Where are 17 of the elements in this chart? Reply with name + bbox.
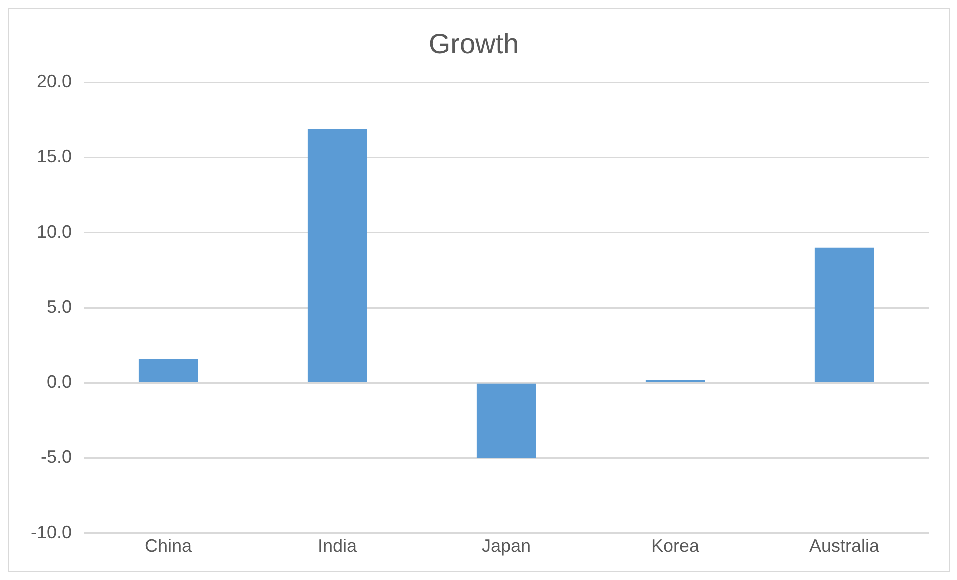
y-tick-label: 20.0 (36, 72, 72, 92)
y-tick-label: -10.0 (30, 522, 72, 542)
y-tick-label: -5.0 (40, 447, 72, 468)
x-tick-label: China (145, 536, 194, 556)
chart-title: Growth (428, 28, 520, 60)
bar (814, 248, 874, 382)
bar (476, 384, 536, 458)
x-tick-label: Japan (482, 536, 532, 556)
y-tick-label: 5.0 (46, 296, 72, 317)
x-tick-label: Australia (809, 536, 881, 556)
bar (308, 129, 368, 382)
y-tick-label: 10.0 (36, 222, 72, 242)
x-tick-label: Korea (651, 536, 701, 556)
y-tick-label: 0.0 (46, 372, 72, 392)
bar (138, 359, 198, 382)
y-tick-label: 15.0 (36, 146, 72, 167)
x-tick-label: India (318, 536, 358, 556)
